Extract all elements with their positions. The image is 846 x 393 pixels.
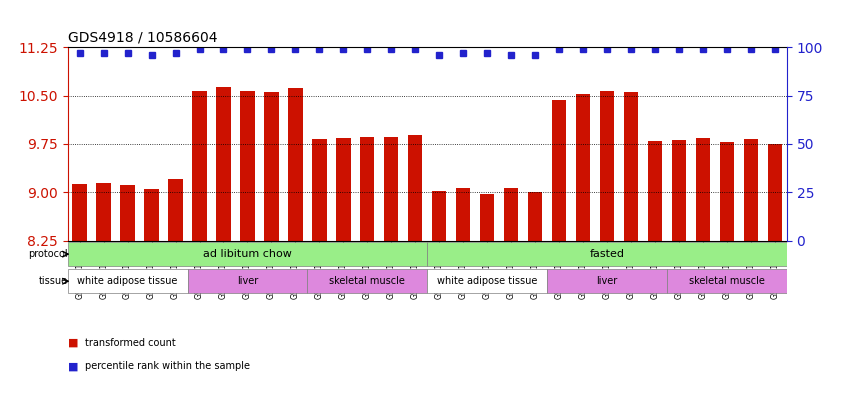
Bar (744, 140, 758, 241)
Bar (288, 88, 303, 241)
Bar (672, 140, 686, 241)
Bar (408, 135, 422, 241)
FancyBboxPatch shape (667, 269, 787, 294)
FancyBboxPatch shape (307, 269, 427, 294)
Bar (432, 191, 447, 241)
Bar (240, 91, 255, 241)
Bar (217, 87, 231, 241)
Text: liver: liver (237, 276, 258, 286)
Text: ■: ■ (68, 338, 78, 348)
Bar (73, 184, 87, 241)
FancyBboxPatch shape (547, 269, 667, 294)
Text: skeletal muscle: skeletal muscle (329, 276, 405, 286)
Bar (552, 100, 566, 241)
FancyBboxPatch shape (68, 269, 188, 294)
FancyBboxPatch shape (427, 242, 787, 266)
Text: percentile rank within the sample: percentile rank within the sample (85, 362, 250, 371)
Bar (384, 137, 398, 241)
Bar (528, 191, 542, 241)
Bar (145, 189, 159, 241)
Text: tissue: tissue (39, 276, 68, 286)
Text: white adipose tissue: white adipose tissue (78, 276, 178, 286)
Bar (336, 138, 350, 241)
Text: transformed count: transformed count (85, 338, 175, 348)
FancyBboxPatch shape (188, 269, 307, 294)
Text: protocol: protocol (28, 249, 68, 259)
Bar (96, 183, 111, 241)
Text: skeletal muscle: skeletal muscle (689, 276, 765, 286)
FancyBboxPatch shape (427, 269, 547, 294)
Bar (456, 188, 470, 241)
Bar (120, 185, 135, 241)
Text: GDS4918 / 10586604: GDS4918 / 10586604 (68, 31, 217, 44)
Bar (576, 94, 591, 241)
Bar (312, 139, 327, 241)
Bar (720, 142, 734, 241)
Text: ■: ■ (68, 362, 78, 371)
Bar (600, 91, 614, 241)
Bar (480, 194, 494, 241)
Bar (624, 92, 638, 241)
Text: ad libitum chow: ad libitum chow (203, 249, 292, 259)
FancyBboxPatch shape (68, 242, 427, 266)
Bar (695, 138, 710, 241)
Bar (168, 179, 183, 241)
Bar (360, 138, 375, 241)
Bar (767, 144, 782, 241)
Bar (192, 91, 206, 241)
Text: liver: liver (596, 276, 618, 286)
Text: white adipose tissue: white adipose tissue (437, 276, 537, 286)
Bar (264, 92, 278, 241)
Text: fasted: fasted (590, 249, 624, 259)
Bar (504, 188, 519, 241)
Bar (648, 141, 662, 241)
